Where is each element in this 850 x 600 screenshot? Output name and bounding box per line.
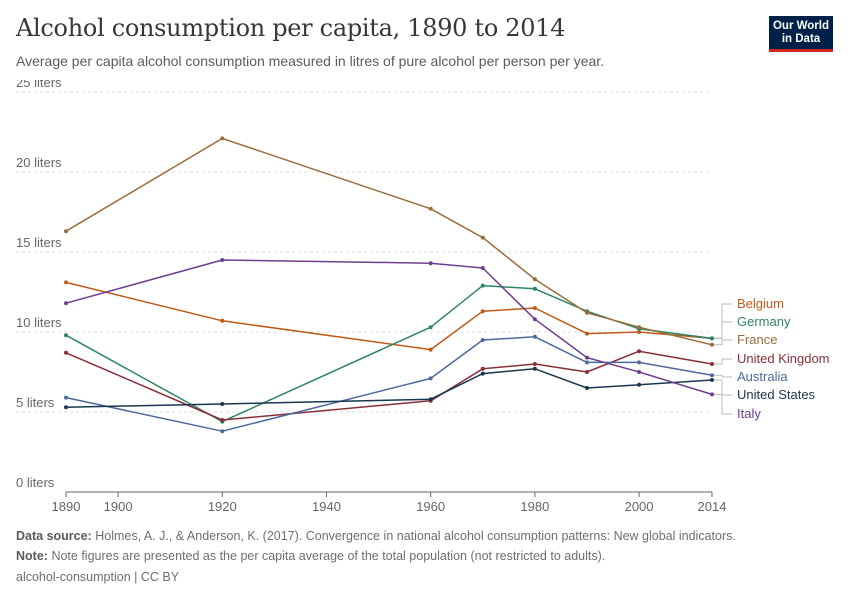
data-point-italy — [480, 266, 485, 270]
series-line-united-states — [65, 368, 713, 408]
data-point-united-states — [220, 402, 225, 406]
chart-title: Alcohol consumption per capita, 1890 to … — [16, 14, 566, 42]
legend-connector-australia — [714, 374, 732, 378]
data-point-belgium — [532, 306, 537, 310]
credit-line[interactable]: alcohol-consumption | CC BY — [16, 570, 180, 584]
owid-logo[interactable]: Our World in Data — [769, 16, 833, 52]
data-point-australia — [584, 360, 589, 365]
y-tick-label: 20 liters — [16, 155, 62, 170]
logo-line-2: in Data — [781, 33, 821, 45]
data-source-note: Data source: Holmes, A. J., & Anderson, … — [16, 529, 736, 543]
series-line-germany — [65, 284, 713, 423]
data-point-italy — [428, 261, 433, 266]
legend-label-germany: Germany — [737, 314, 791, 329]
data-point-australia — [64, 395, 68, 400]
note-text: Note figures are presented as the per ca… — [51, 549, 606, 563]
data-point-united-states — [637, 382, 642, 387]
legend-connector-united-kingdom — [714, 358, 732, 365]
data-point-france — [710, 342, 714, 347]
data-point-united-kingdom — [64, 350, 68, 355]
data-point-australia — [710, 373, 714, 378]
data-point-united-kingdom — [584, 370, 589, 374]
line-chart: 0 liters 5 liters 10 liters 15 liters 20 lit… — [16, 80, 830, 514]
data-point-italy — [637, 370, 642, 374]
legend-connector-germany — [714, 321, 732, 339]
source-text: Holmes, A. J., & Anderson, K. (2017). Co… — [95, 529, 736, 543]
note-line: Note: Note figures are presented as the … — [16, 549, 605, 563]
data-point-united-kingdom — [637, 349, 642, 354]
legend-connector-belgium — [714, 303, 732, 339]
x-tick-label: 1900 — [104, 499, 133, 514]
x-tick-label: 2000 — [625, 499, 654, 514]
data-point-belgium — [64, 280, 68, 285]
data-point-italy — [532, 317, 537, 322]
legend-label-france: France — [737, 332, 777, 347]
series-line-france — [65, 137, 713, 346]
legend-connector-italy — [714, 393, 732, 415]
data-point-united-states — [532, 366, 537, 371]
legend-label-australia: Australia — [737, 369, 788, 384]
data-point-australia — [637, 360, 642, 365]
y-tick-label: 0 liters — [16, 475, 55, 490]
data-point-france — [220, 136, 225, 141]
legend-connector-united-states — [714, 379, 732, 396]
data-point-france — [428, 206, 433, 211]
series-line-australia — [65, 336, 713, 432]
data-point-italy — [220, 258, 225, 262]
data-point-france — [532, 277, 537, 282]
y-tick-label: 10 liters — [16, 315, 62, 330]
data-point-belgium — [220, 318, 225, 323]
note-label: Note: — [16, 549, 48, 563]
data-point-italy — [710, 392, 714, 397]
data-point-germany — [64, 333, 68, 338]
x-tick-label: 1940 — [312, 499, 341, 514]
series-line-italy — [65, 259, 713, 396]
data-point-germany — [710, 336, 714, 341]
data-point-united-states — [584, 386, 589, 390]
y-tick-label: 15 liters — [16, 235, 62, 250]
data-point-united-states — [710, 378, 714, 382]
logo-line-1: Our World — [772, 20, 829, 32]
series-line-belgium — [65, 281, 713, 351]
legend-label-belgium: Belgium — [737, 296, 784, 311]
data-point-united-kingdom — [532, 362, 537, 366]
x-tick-label: 1960 — [416, 499, 445, 514]
data-point-france — [480, 235, 485, 240]
data-point-belgium — [480, 309, 485, 314]
data-point-italy — [64, 301, 68, 306]
x-tick-label: 2014 — [698, 499, 727, 514]
y-tick-label: 25 liters — [16, 80, 62, 90]
data-point-united-states — [428, 397, 433, 402]
legend-label-united-states: United States — [737, 387, 816, 402]
x-tick-label: 1980 — [520, 499, 549, 514]
data-point-belgium — [428, 347, 433, 352]
data-point-australia — [428, 376, 433, 381]
data-point-italy — [584, 355, 589, 360]
data-point-germany — [532, 286, 537, 291]
data-point-australia — [220, 429, 225, 434]
data-point-united-kingdom — [710, 362, 714, 366]
data-point-united-states — [64, 405, 68, 410]
data-point-belgium — [637, 330, 642, 334]
legend-label-united-kingdom: United Kingdom — [737, 351, 830, 366]
series-line-united-kingdom — [65, 350, 713, 421]
data-point-united-kingdom — [480, 366, 485, 371]
data-point-australia — [532, 334, 537, 339]
data-point-belgium — [584, 331, 589, 336]
data-point-united-states — [480, 371, 485, 376]
legend-connector-france — [714, 339, 732, 346]
data-point-france — [64, 229, 68, 234]
data-point-france — [637, 325, 642, 330]
source-label: Data source: — [16, 529, 92, 543]
x-tick-label: 1890 — [52, 499, 81, 514]
chart-subtitle: Average per capita alcohol consumption m… — [16, 53, 605, 69]
data-point-germany — [428, 325, 433, 330]
y-tick-label: 5 liters — [16, 395, 55, 410]
data-point-united-kingdom — [220, 418, 225, 422]
data-point-australia — [480, 338, 485, 342]
data-point-france — [584, 310, 589, 315]
legend-label-italy: Italy — [737, 406, 761, 421]
x-tick-label: 1920 — [208, 499, 237, 514]
data-point-germany — [480, 283, 485, 288]
